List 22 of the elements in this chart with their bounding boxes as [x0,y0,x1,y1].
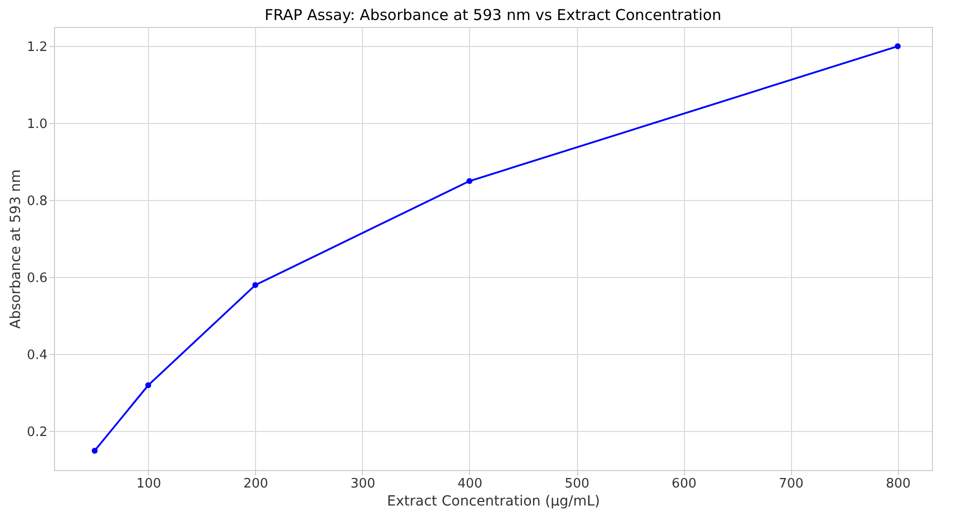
x-tick-label: 600 [672,476,697,492]
x-tick-label: 700 [778,476,804,492]
y-tick-label: 0.8 [26,194,48,209]
x-axis-title: Extract Concentration (µg/mL) [387,494,600,510]
x-tick-label: 800 [886,476,911,492]
point [92,448,98,454]
y-tick-label: 1.0 [26,116,48,132]
point [894,43,901,50]
point [252,282,258,288]
y-axis-title: Absorbance at 593 nm [8,169,24,329]
y-tick-label: 0.4 [26,348,48,363]
x-tick-label: 400 [458,476,482,492]
x-tick-label: 300 [350,476,376,492]
y-tick-label: 1.2 [26,40,48,55]
y-tick-label: 0.6 [26,270,48,286]
y-tick-label: 0.2 [26,424,48,440]
x-tick-label: 500 [564,476,590,492]
x-tick-label: 100 [136,476,162,492]
point [145,382,152,388]
x-tick-label: 200 [243,476,268,492]
point [466,178,472,184]
chart-title: FRAP Assay: Absorbance at 593 nm vs Extract Concentration [264,6,722,24]
